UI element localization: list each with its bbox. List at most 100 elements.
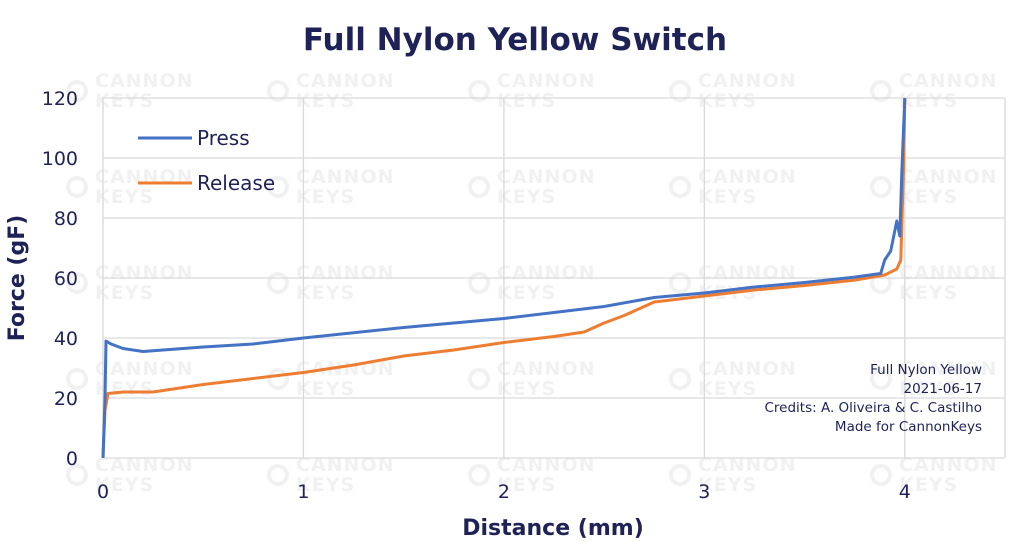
- series-line-release: [101, 97, 907, 459]
- watermark-logo-icon: [468, 176, 490, 198]
- watermark-text: KEYS: [296, 474, 355, 496]
- watermark-logo-icon: [267, 368, 289, 390]
- watermark-logo-icon: [66, 464, 88, 486]
- y-axis-title: Force (gF): [5, 215, 30, 342]
- watermark-text: CANNON: [698, 70, 797, 92]
- chart-title: Full Nylon Yellow Switch: [303, 22, 727, 58]
- y-tick-label: 60: [54, 268, 78, 290]
- y-tick-label: 120: [42, 88, 78, 110]
- watermark-text: CANNON: [497, 454, 596, 476]
- watermark-logo-icon: [66, 368, 88, 390]
- annotation-line: Credits: A. Oliveira & C. Castilho: [764, 400, 982, 416]
- series-layer: [101, 97, 907, 459]
- x-tick-label: 3: [698, 481, 710, 503]
- y-tick-label: 80: [54, 208, 78, 230]
- x-tick-label: 4: [899, 481, 911, 503]
- watermark-logo-icon: [870, 464, 892, 486]
- legend: Press Release: [138, 126, 275, 195]
- watermark-text: CANNON: [95, 262, 194, 284]
- watermark-text: CANNON: [296, 454, 395, 476]
- watermark-text: KEYS: [698, 378, 757, 400]
- watermark-logo-icon: [870, 80, 892, 102]
- y-tick-label: 100: [42, 148, 78, 170]
- annotation-box: Full Nylon Yellow 2021-06-17 Credits: A.…: [764, 362, 982, 435]
- watermark-text: CANNON: [698, 262, 797, 284]
- watermark-text: KEYS: [497, 186, 556, 208]
- watermark-logo-icon: [468, 368, 490, 390]
- watermark-logo-icon: [468, 272, 490, 294]
- series-line-press: [101, 97, 907, 459]
- legend-label-release: Release: [197, 171, 275, 195]
- watermark-logo-icon: [267, 80, 289, 102]
- watermark-text: KEYS: [296, 186, 355, 208]
- watermark-text: KEYS: [296, 282, 355, 304]
- watermark-text: CANNON: [497, 70, 596, 92]
- watermark-logo-icon: [66, 176, 88, 198]
- watermark-text: KEYS: [95, 90, 154, 112]
- watermark-text: CANNON: [296, 166, 395, 188]
- watermark-text: CANNON: [899, 358, 998, 380]
- watermark-text: CANNON: [95, 454, 194, 476]
- annotation-line: Made for CannonKeys: [835, 419, 982, 435]
- watermark-logo-icon: [669, 368, 691, 390]
- watermark-text: CANNON: [497, 262, 596, 284]
- watermark-logo-icon: [267, 272, 289, 294]
- tick-labels: 0 20 40 60 80 100 120 0 1 2 3 4: [42, 88, 911, 503]
- watermark-text: KEYS: [497, 90, 556, 112]
- watermark-logo-icon: [669, 80, 691, 102]
- watermark-logo-icon: [66, 272, 88, 294]
- watermark-text: KEYS: [899, 378, 958, 400]
- watermark-text: KEYS: [95, 282, 154, 304]
- watermark-logo-icon: [669, 272, 691, 294]
- watermark-logo-icon: [669, 464, 691, 486]
- watermark-text: CANNON: [296, 262, 395, 284]
- annotation-line: Full Nylon Yellow: [870, 362, 982, 378]
- watermark-text: CANNON: [95, 70, 194, 92]
- watermark-logo-icon: [468, 80, 490, 102]
- watermark-text: KEYS: [899, 186, 958, 208]
- y-tick-label: 40: [54, 328, 78, 350]
- watermark-text: KEYS: [95, 474, 154, 496]
- watermark-text: KEYS: [698, 186, 757, 208]
- y-tick-label: 20: [54, 388, 78, 410]
- watermark-logo-icon: [669, 176, 691, 198]
- watermark-text: CANNON: [698, 454, 797, 476]
- watermark-text: CANNON: [899, 262, 998, 284]
- x-tick-label: 2: [498, 481, 510, 503]
- legend-label-press: Press: [197, 126, 250, 150]
- watermark-text: KEYS: [95, 186, 154, 208]
- watermark-text: KEYS: [497, 378, 556, 400]
- watermark-text: CANNON: [899, 166, 998, 188]
- x-tick-label: 0: [97, 481, 109, 503]
- watermark-logo-icon: [468, 464, 490, 486]
- watermark-text: KEYS: [497, 474, 556, 496]
- watermark-text: CANNON: [497, 358, 596, 380]
- watermark-text: KEYS: [497, 282, 556, 304]
- watermark-text: CANNON: [899, 454, 998, 476]
- watermark-logo-icon: [267, 176, 289, 198]
- watermark-text: KEYS: [296, 378, 355, 400]
- x-tick-label: 1: [297, 481, 309, 503]
- annotation-line: 2021-06-17: [904, 381, 982, 397]
